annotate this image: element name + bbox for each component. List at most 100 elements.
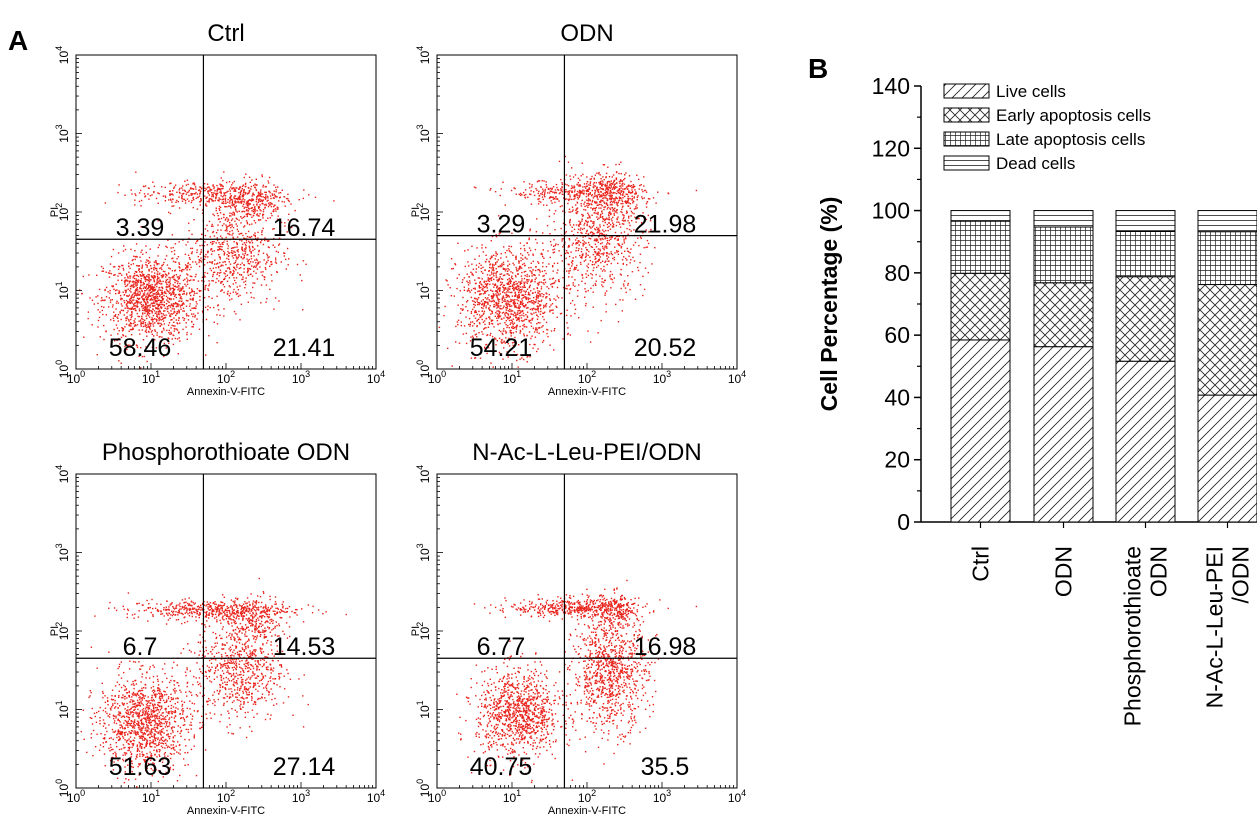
data-point [110,272,112,275]
data-point [142,281,144,284]
data-point [182,185,184,187]
data-point [463,286,465,288]
data-point [566,288,568,290]
data-point [223,213,225,216]
data-point [494,191,497,193]
data-point [156,332,158,334]
data-point [283,252,285,254]
data-point [549,309,551,311]
data-point [256,209,258,212]
data-point [267,246,270,248]
data-point [553,239,555,241]
data-point [636,207,638,209]
data-point [508,305,511,307]
y-tick-exponent: 2 [54,203,64,208]
data-point [123,314,125,316]
data-point [617,243,619,245]
data-point [252,208,255,211]
data-point [521,194,523,196]
data-point [259,266,261,268]
data-point [598,193,601,195]
data-point [156,315,158,318]
dot-cloud [438,155,698,368]
data-point [556,286,559,289]
data-point [140,284,142,287]
data-point [186,281,188,283]
data-point [191,193,194,195]
data-point [158,319,160,322]
data-point [517,289,519,291]
data-point [581,190,583,193]
data-point [575,266,577,269]
data-point [517,273,519,275]
data-point [491,310,493,313]
data-point [478,262,481,265]
data-point [493,294,495,297]
data-point [474,317,477,319]
data-point [637,237,639,239]
data-point [165,347,167,349]
data-point [161,291,164,294]
data-point [226,230,228,232]
data-point [637,217,639,220]
data-point [191,326,193,328]
data-point [247,262,250,265]
data-point [253,234,255,236]
data-point [547,192,549,194]
data-point [253,204,255,206]
data-point [515,293,517,296]
data-point [147,326,149,328]
data-point [189,298,191,300]
data-point [134,324,136,326]
data-point [551,188,553,191]
data-point [543,180,545,182]
data-point [103,324,105,327]
data-point [148,198,150,200]
data-point [243,226,245,228]
data-point [631,187,633,189]
data-point [141,249,143,251]
data-point [224,219,227,221]
data-point [178,309,180,311]
data-point [523,315,525,317]
data-point [495,234,497,236]
data-point [120,362,122,364]
data-point [189,275,192,277]
data-point [492,268,495,270]
data-point [155,262,157,264]
data-point [253,255,255,257]
data-point [179,306,182,308]
data-point [549,240,552,243]
data-point [181,187,183,189]
data-point [138,310,141,312]
data-point [599,233,601,235]
data-point [528,275,530,277]
data-point [606,290,608,292]
data-point [528,285,531,288]
data-point [118,290,120,292]
data-point [135,293,137,295]
data-point [610,223,612,226]
data-point [157,246,159,249]
plot-frame [75,54,377,370]
data-point [560,254,562,257]
data-point [224,252,226,254]
data-point [155,311,158,313]
data-point [508,337,510,340]
data-point [486,334,488,337]
data-point [562,277,564,279]
data-point [161,283,163,285]
data-point [471,273,473,276]
data-point [610,213,612,216]
data-point [191,275,193,278]
data-point [447,284,449,286]
data-point [138,298,140,301]
data-point [519,283,521,285]
data-point [631,271,634,273]
data-point [561,186,563,188]
data-point [159,294,161,296]
data-point [140,226,142,228]
data-point [194,193,196,195]
data-point [115,308,117,310]
data-point [616,250,618,252]
